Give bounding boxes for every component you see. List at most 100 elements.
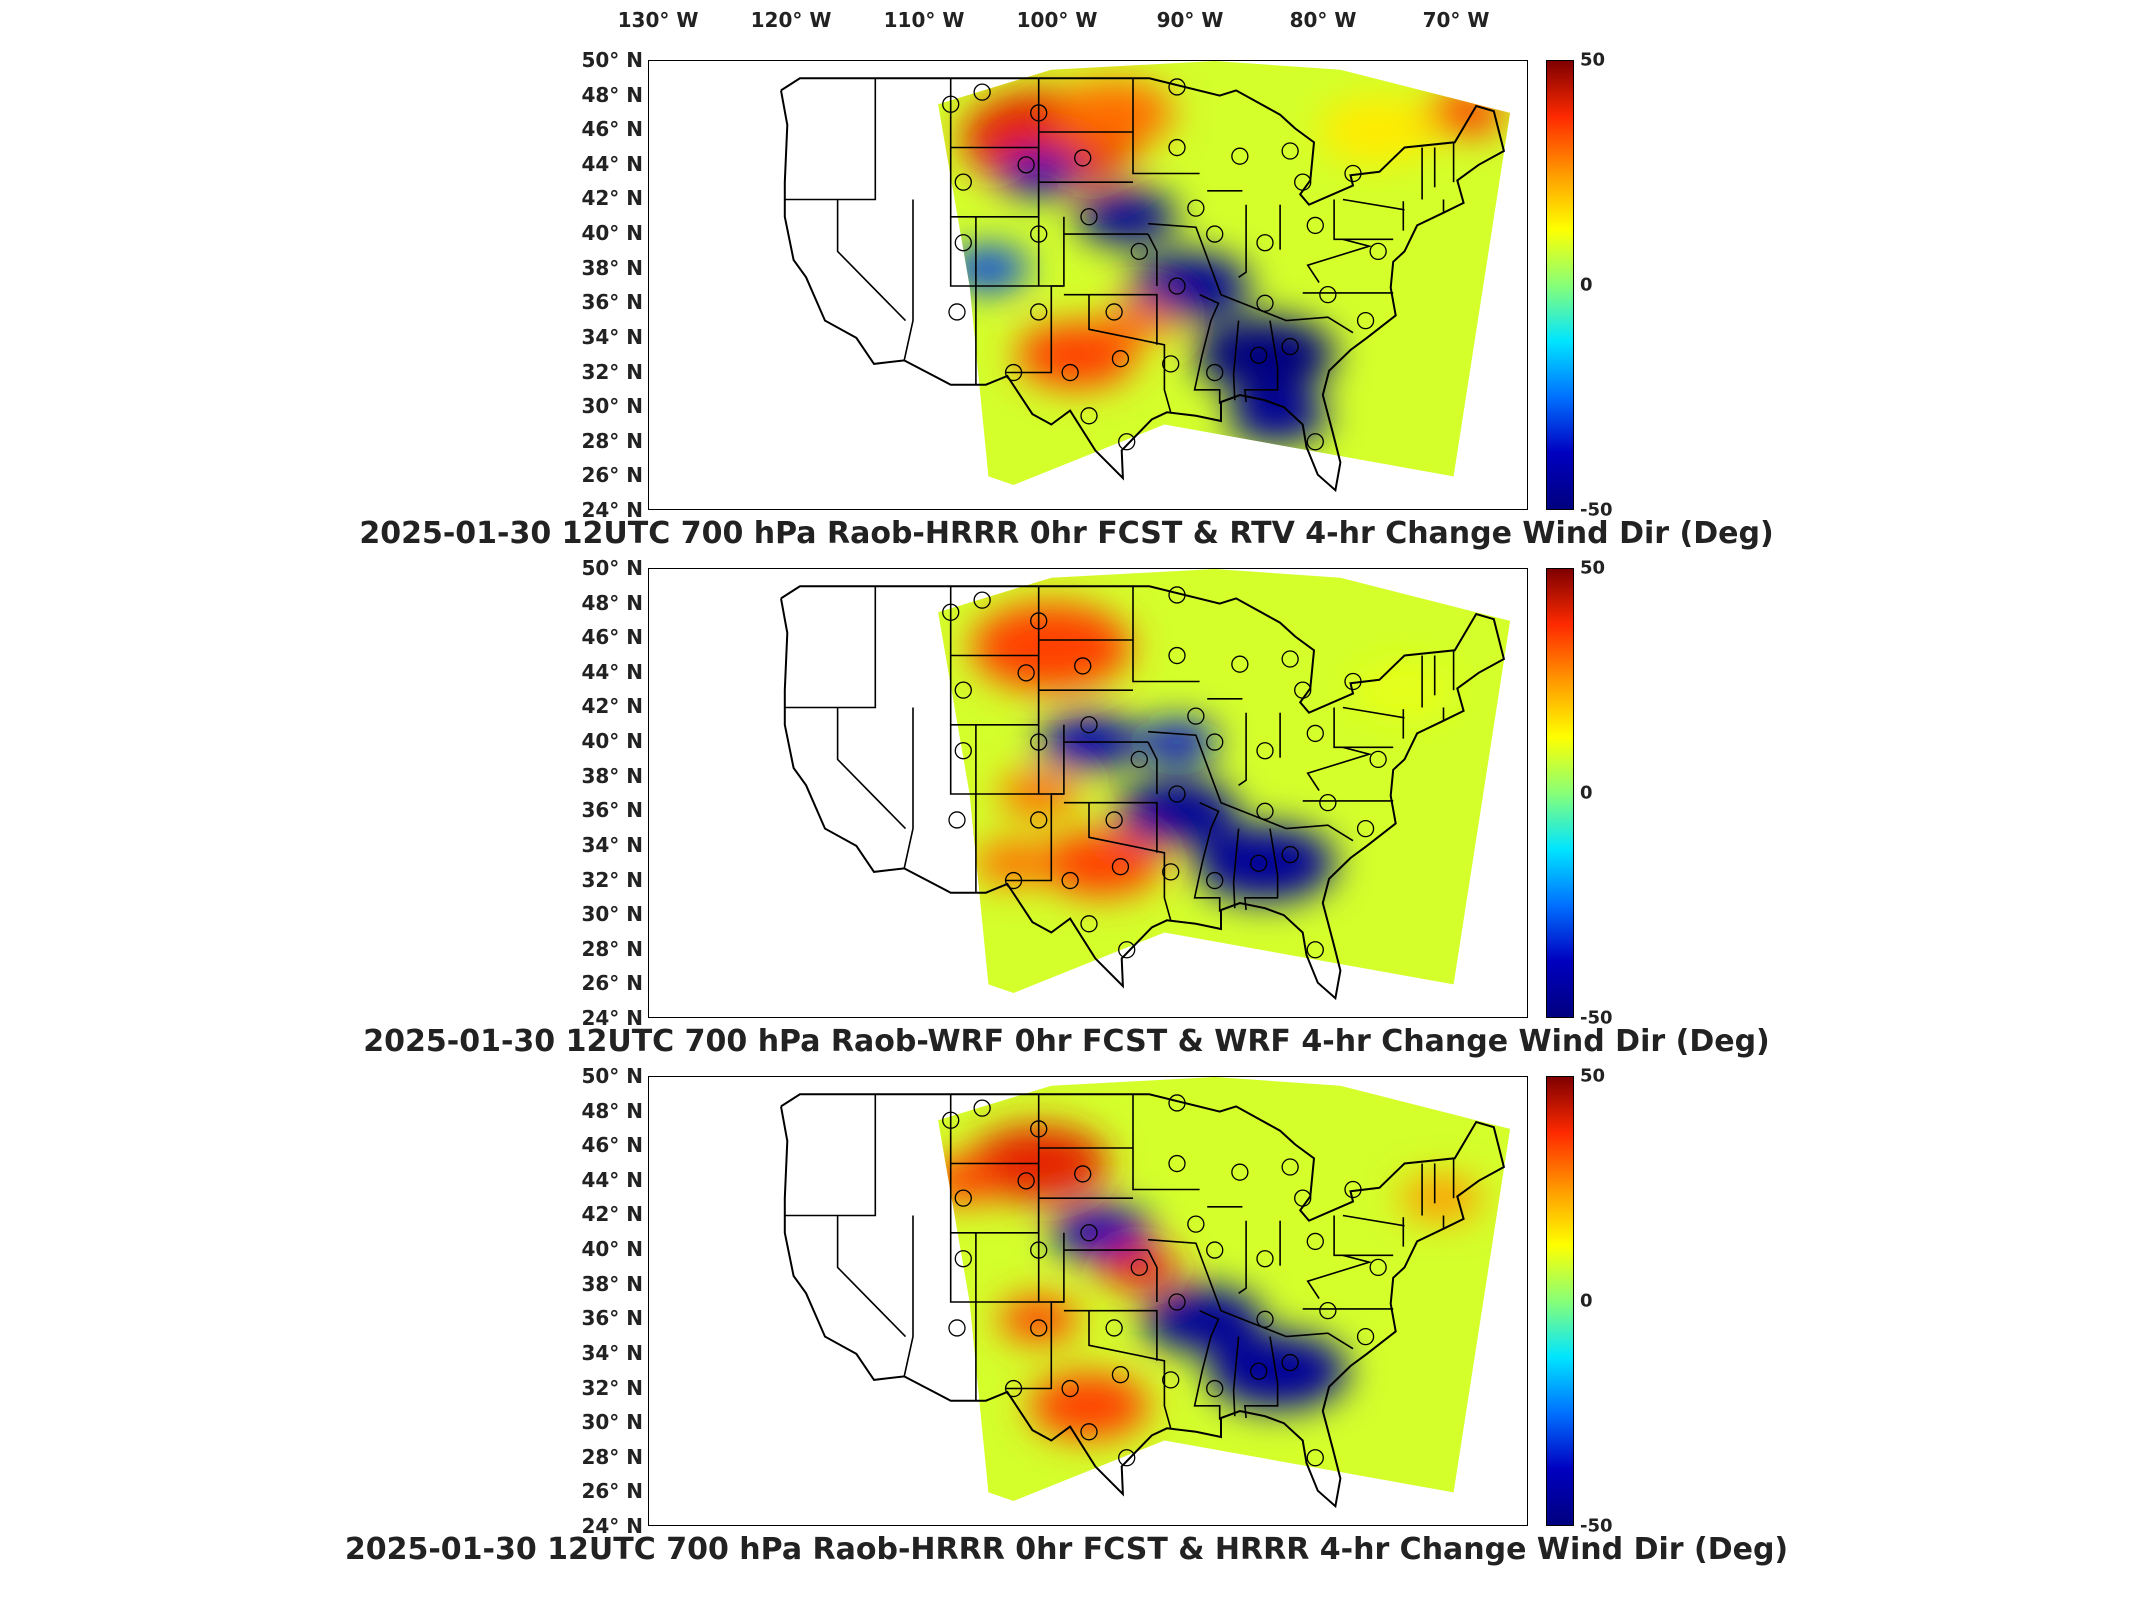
raob-station-marker [954,173,972,191]
raob-station-marker [1168,586,1186,604]
raob-station-marker [1080,407,1098,425]
lat-tick: 30° N [581,1410,643,1435]
heatmap-cell [1195,316,1335,394]
heatmap-cell [1099,1245,1180,1290]
state-border [1063,1309,1158,1361]
state-border [1238,1220,1247,1294]
raob-station-marker [1030,1120,1048,1138]
raob-station-marker [1187,707,1205,725]
state-border [1238,204,1247,278]
state-border [949,1232,1064,1303]
raob-station-marker [1168,785,1186,803]
raob-station-marker [1369,750,1387,769]
raob-station-marker [1256,234,1274,252]
heatmap-cell [938,1158,1004,1203]
lat-tick: 36° N [581,1306,643,1331]
lat-tick: 38° N [581,763,643,788]
state-border [1088,1310,1172,1429]
raob-station-marker [1281,650,1299,668]
raob-station-marker [1118,1449,1136,1467]
raob-station-marker [1030,811,1048,829]
state-border [1148,730,1287,830]
raob-station-marker [1281,1158,1299,1176]
lat-tick: 24° N [581,498,643,522]
state-border [949,724,1064,795]
heatmap-cell [1207,1332,1348,1410]
state-border [903,1215,914,1377]
state-border [1147,233,1158,286]
colorbar-label-max: 50 [1580,557,1606,579]
lat-tick: 46° N [581,1133,643,1158]
raob-station-marker [1030,1241,1048,1259]
state-border [784,586,877,709]
raob-station-marker [1080,1423,1098,1441]
raob-station-marker [954,1189,972,1207]
raob-station-marker [973,1099,991,1117]
state-border [1006,724,1065,882]
state-border [1306,746,1373,791]
coastline [780,77,1506,493]
raob-station-marker [1130,1258,1148,1277]
state-border [1286,824,1354,842]
lat-tick: 48° N [581,82,643,107]
lat-tick: 48° N [581,1098,643,1123]
lat-tick: 44° N [581,659,643,684]
raob-station-marker [1306,1449,1324,1467]
colorbar [1546,1076,1574,1526]
raob-station-marker [1017,156,1035,174]
lon-tick: 130° W [617,8,699,32]
raob-station-marker [1319,794,1337,812]
raob-station-marker [1162,863,1180,881]
map-plot-area [648,60,1528,510]
state-border [1306,1254,1373,1299]
state-border [1132,586,1200,683]
state-border [1132,78,1200,175]
raob-station-marker [1162,355,1180,373]
lat-tick: 46° N [581,117,643,142]
state-border [1286,316,1354,334]
lon-tick: 120° W [750,8,832,32]
state-border [836,1215,907,1338]
raob-station-marker [1294,1189,1312,1207]
state-border [784,78,877,201]
lat-tick: 34° N [581,1340,643,1365]
raob-station-marker [1168,1094,1186,1112]
raob-station-marker [1111,1366,1130,1384]
heatmap-cell [973,841,1054,886]
colorbar-label-max: 50 [1580,1065,1606,1087]
lon-tick: 90° W [1156,8,1224,32]
lon-tick: 80° W [1289,8,1357,32]
state-border [1232,320,1240,401]
heatmap-cell [998,1297,1079,1342]
colorbar-label-mid: 0 [1580,1290,1593,1312]
coastline [780,1093,1506,1509]
raob-station-marker [1231,1163,1249,1181]
raob-station-marker [973,591,991,609]
lat-tick: 34° N [581,324,643,349]
raob-station-marker [1231,655,1249,673]
map-panel-2: 50° N 48° N 46° N 44° N 42° N 40° N 38° N 36° N… [0,556,2133,1078]
state-border [1193,801,1221,912]
raob-station-marker [1111,858,1130,876]
lat-tick: 28° N [581,936,643,961]
state-border [1232,828,1240,909]
raob-station-marker [1306,216,1324,235]
state-border [1244,320,1279,403]
lat-tick: 32° N [581,359,643,384]
lat-tick: 24° N [581,1514,643,1538]
state-border [1148,1238,1287,1338]
raob-station-marker [1206,871,1224,890]
lat-tick: 26° N [581,971,643,996]
lat-tick: 42° N [581,186,643,211]
raob-station-marker [1206,1379,1224,1398]
state-border [836,707,907,830]
lat-tick: 46° N [581,625,643,650]
raob-station-marker [1030,225,1048,243]
raob-station-marker [1206,733,1224,751]
raob-station-marker [1281,1353,1299,1372]
raob-station-marker [1250,1362,1268,1380]
colorbar [1546,60,1574,510]
map-plot-area [648,1076,1528,1526]
lat-tick: 44° N [581,151,643,176]
raob-station-marker [954,1250,972,1268]
